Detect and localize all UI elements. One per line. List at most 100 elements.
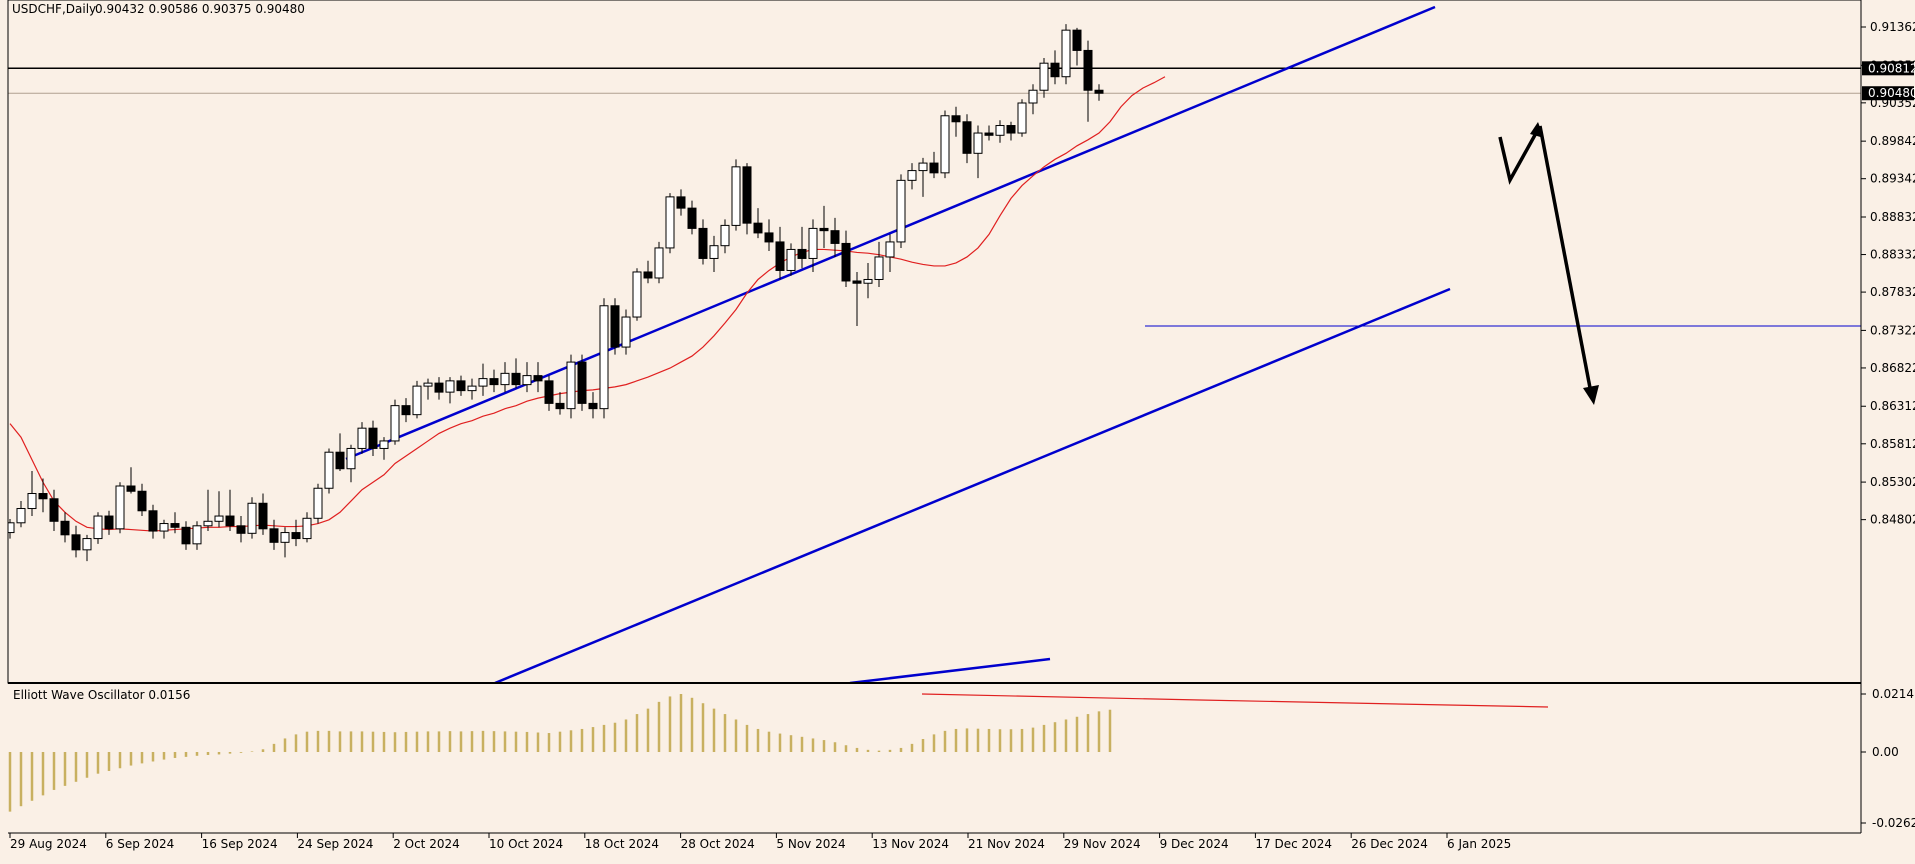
candle: [214, 491, 224, 528]
date-tick-label: 28 Oct 2024: [681, 837, 755, 851]
candle: [885, 234, 895, 272]
price-tick-label: 0.91362: [1870, 20, 1915, 34]
candle: [1094, 84, 1104, 101]
chart-axes: 0.913620.908520.903520.898420.893420.888…: [7, 0, 1915, 851]
candle: [148, 504, 158, 539]
candle: [412, 380, 422, 419]
price-tick-label: 0.85302: [1870, 475, 1915, 489]
candle: [49, 489, 59, 532]
candle: [731, 159, 741, 231]
candle: [27, 470, 37, 517]
candle: [247, 497, 257, 539]
date-tick-label: 24 Sep 2024: [297, 837, 373, 851]
candle: [1006, 121, 1016, 141]
candle: [313, 483, 323, 524]
candle: [478, 363, 488, 396]
forecast-down-line: [1538, 125, 1593, 394]
date-tick-label: 10 Oct 2024: [489, 837, 563, 851]
elliott-wave-oscillator: [8, 693, 1549, 812]
candle: [808, 219, 818, 272]
down-arrowhead: [1583, 385, 1599, 405]
candle: [302, 512, 312, 543]
candle: [280, 527, 290, 558]
candle: [632, 268, 642, 321]
price-tick-label: 0.88332: [1870, 248, 1915, 262]
candle: [104, 510, 114, 535]
date-tick-label: 5 Nov 2024: [776, 837, 845, 851]
candle: [819, 205, 829, 248]
candle: [335, 433, 345, 471]
candle: [1039, 57, 1049, 98]
candle: [401, 398, 411, 423]
candle: [544, 375, 554, 411]
candle: [170, 512, 180, 534]
date-tick-label: 17 Dec 2024: [1255, 837, 1332, 851]
candle: [995, 120, 1005, 143]
ma-polyline: [9, 76, 1166, 532]
candle: [566, 354, 576, 419]
candle: [984, 125, 994, 141]
candle: [390, 399, 400, 445]
candle: [797, 226, 807, 269]
candle: [324, 448, 334, 494]
candle: [709, 235, 719, 272]
symbol-label: USDCHF,Daily: [12, 2, 96, 16]
candle: [500, 362, 510, 393]
price-tick-label: 0.87322: [1870, 323, 1915, 337]
candle: [951, 106, 961, 137]
oscillator-tick-label: 0.0214: [1872, 687, 1914, 701]
candle: [698, 219, 708, 265]
candle: [874, 241, 884, 287]
candle: [764, 219, 774, 251]
candle: [896, 174, 906, 248]
candle: [775, 226, 785, 280]
candle: [720, 219, 730, 254]
date-tick-label: 2 Oct 2024: [393, 837, 460, 851]
candle: [852, 271, 862, 327]
candle: [533, 362, 543, 393]
candle: [368, 420, 378, 456]
candle: [357, 422, 367, 454]
candle: [1072, 27, 1082, 66]
candle: [654, 241, 664, 284]
price-badge-bg: [1862, 61, 1914, 76]
candle: [841, 230, 851, 287]
candle: [192, 521, 202, 550]
candle: [830, 217, 840, 257]
candle: [588, 392, 598, 419]
candle: [203, 489, 213, 532]
candle: [1083, 40, 1093, 122]
date-tick-label: 18 Oct 2024: [585, 837, 659, 851]
ewo-signal-line: [921, 693, 1549, 708]
candle: [258, 493, 268, 535]
candle: [82, 534, 92, 562]
candle: [115, 482, 125, 534]
candle: [225, 489, 235, 532]
price-tick-label: 0.86822: [1870, 361, 1915, 375]
date-tick-label: 29 Aug 2024: [10, 837, 87, 851]
price-tick-label: 0.89342: [1870, 172, 1915, 186]
price-badge: 0.90812: [1868, 61, 1915, 75]
date-tick-label: 13 Nov 2024: [872, 837, 949, 851]
forecast-arrows: [1498, 122, 1599, 405]
candle: [8, 519, 15, 539]
price-tick-label: 0.86312: [1870, 399, 1915, 413]
candle: [489, 369, 499, 393]
price-tick-label: 0.87832: [1870, 285, 1915, 299]
candlestick-series: [8, 24, 1104, 562]
date-tick-label: 21 Nov 2024: [968, 837, 1045, 851]
candle: [71, 525, 81, 558]
candle: [577, 354, 587, 411]
candle: [742, 163, 752, 235]
price-tick-label: 0.85812: [1870, 437, 1915, 451]
oscillator-label: Elliott Wave Oscillator 0.0156: [13, 688, 190, 702]
candle: [786, 243, 796, 276]
date-tick-label: 6 Jan 2025: [1447, 837, 1511, 851]
candle: [291, 519, 301, 547]
candle: [621, 309, 631, 355]
candle: [610, 298, 620, 355]
candle: [269, 519, 279, 550]
moving-average-line: [9, 76, 1166, 532]
